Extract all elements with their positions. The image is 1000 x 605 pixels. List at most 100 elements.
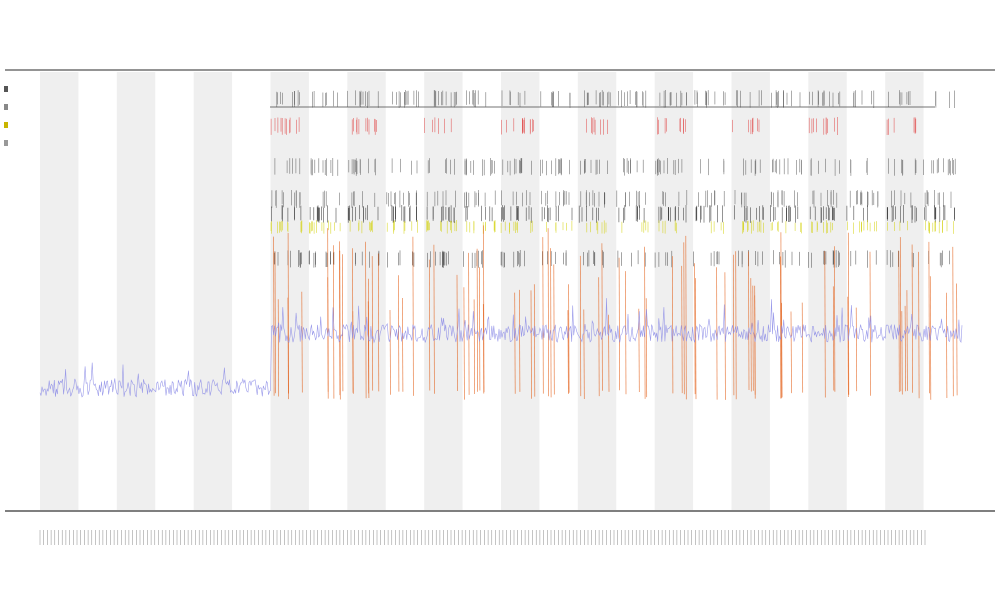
- series-spike: [847, 232, 850, 395]
- series-spike: [899, 237, 902, 392]
- band-shade: [577, 72, 617, 510]
- series-spike: [716, 267, 718, 400]
- series-spike: [402, 297, 404, 392]
- series-spike: [928, 241, 930, 394]
- series-spike: [685, 235, 687, 400]
- series-spike: [598, 277, 600, 397]
- series-spike: [476, 248, 478, 392]
- series-spike: [694, 263, 696, 395]
- band-shade: [347, 72, 386, 510]
- band-shade: [116, 72, 156, 510]
- series-spike: [514, 292, 516, 394]
- series-spike: [301, 291, 303, 393]
- band-shade: [654, 72, 694, 510]
- series-spike: [473, 299, 475, 395]
- series-spike: [847, 296, 849, 398]
- series-spike: [832, 286, 835, 391]
- band-shade: [40, 72, 79, 510]
- legend-swatch: [4, 86, 8, 92]
- series-spike: [530, 290, 532, 399]
- band-shade: [885, 72, 924, 510]
- band-shade: [808, 72, 847, 510]
- series-spike: [342, 254, 344, 392]
- series-spike: [377, 253, 380, 392]
- xticks-layer: [39, 530, 926, 545]
- series-spike: [371, 256, 374, 391]
- series-spike: [352, 248, 354, 393]
- series-spike: [733, 254, 735, 396]
- series-spike: [752, 285, 754, 391]
- series-spike: [412, 236, 414, 396]
- series-spike: [956, 283, 958, 396]
- series-spike: [579, 255, 582, 397]
- series-spike: [918, 251, 920, 399]
- series-spike: [428, 259, 431, 391]
- band-shade: [424, 72, 463, 510]
- series-spike: [901, 311, 903, 395]
- series-spike: [750, 278, 752, 392]
- legend-layer: [4, 86, 8, 146]
- series-spike: [906, 290, 908, 391]
- series-spike: [952, 246, 954, 397]
- legend-swatch: [4, 122, 8, 128]
- series-spike: [398, 275, 400, 392]
- series-spike: [567, 310, 569, 394]
- series-spike: [683, 242, 685, 395]
- series-spike: [365, 241, 367, 399]
- series-spike: [672, 256, 674, 394]
- axes-layer: [5, 69, 995, 512]
- series-spike: [463, 287, 465, 400]
- series-spike: [601, 243, 603, 391]
- series-spike: [287, 297, 289, 400]
- series-spike: [468, 252, 470, 395]
- series-spike: [482, 304, 485, 394]
- series-spike: [779, 256, 782, 399]
- series-spike: [389, 309, 391, 395]
- series-spike: [754, 295, 756, 395]
- band-shade: [270, 72, 309, 510]
- series-spike: [780, 232, 782, 399]
- series-spike: [550, 248, 552, 398]
- series-spike: [904, 305, 906, 392]
- series-spike: [790, 311, 792, 394]
- series-spike: [533, 284, 536, 397]
- series-spike: [327, 277, 329, 399]
- series-spike: [547, 228, 549, 397]
- series-spike: [568, 284, 570, 393]
- series-spike: [608, 314, 610, 392]
- band-shade: [193, 72, 233, 510]
- series-spike: [748, 251, 750, 391]
- legend-swatch: [4, 104, 8, 110]
- series-spike: [898, 250, 900, 392]
- series-spike: [644, 246, 646, 399]
- series-spike: [277, 299, 280, 397]
- series-spike: [618, 257, 620, 391]
- rows-layer: [270, 90, 956, 268]
- series-line-baseline: [39, 298, 963, 398]
- bands-layer: [40, 72, 924, 510]
- series-spike: [367, 301, 370, 394]
- series-spike: [801, 302, 804, 393]
- series-spike: [834, 246, 836, 392]
- series-spike: [274, 251, 276, 394]
- band-shade: [501, 72, 540, 510]
- series-spike: [339, 250, 341, 400]
- series-spike: [946, 292, 948, 399]
- series-spike: [519, 289, 521, 392]
- series-spike: [553, 264, 555, 395]
- series-spike: [479, 267, 481, 391]
- series-spike: [695, 278, 697, 400]
- baseline-layer: [39, 298, 963, 398]
- legend-swatch: [4, 140, 8, 146]
- series-spike: [339, 241, 341, 396]
- series-spike: [855, 307, 858, 392]
- series-spike: [542, 237, 544, 394]
- series-spike: [433, 244, 435, 394]
- series-spike: [781, 302, 783, 398]
- series-spike: [735, 251, 737, 400]
- series-spike: [583, 309, 585, 400]
- series-spike: [824, 251, 826, 398]
- series-spike: [273, 236, 275, 396]
